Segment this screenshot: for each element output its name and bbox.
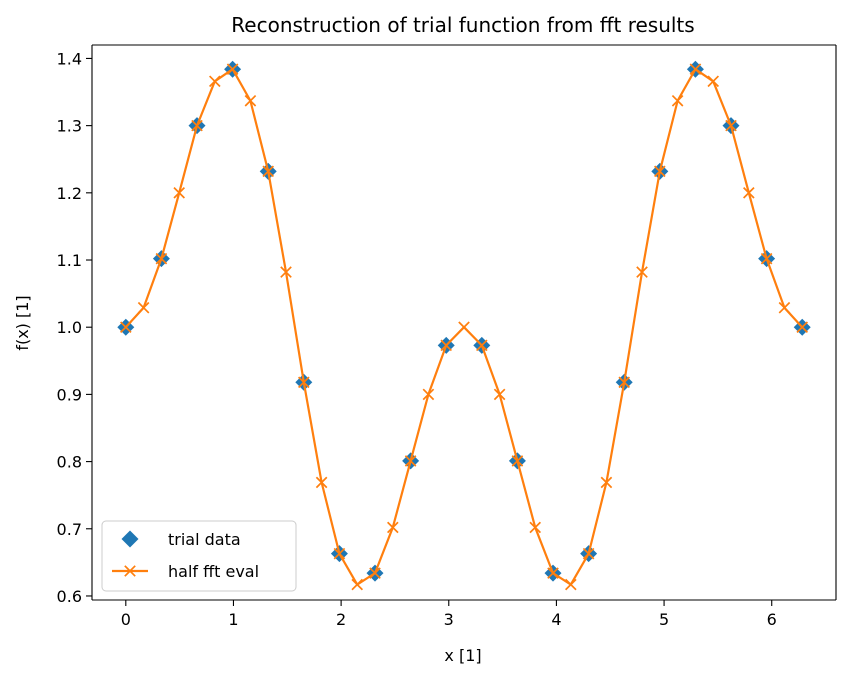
data-point-half-fft-eval: [422, 388, 435, 401]
data-point-half-fft-eval: [120, 321, 132, 334]
data-point-half-fft-eval: [529, 521, 542, 534]
data-point-half-fft-eval: [689, 63, 702, 75]
data-point-half-fft-eval: [191, 119, 203, 132]
data-point-half-fft-eval: [440, 339, 453, 352]
data-point-half-fft-eval: [315, 476, 328, 489]
data-point-half-fft-eval: [778, 301, 791, 314]
data-point-half-fft-eval: [369, 567, 381, 579]
legend-box: [101, 520, 297, 592]
data-point-half-fft-eval: [155, 252, 168, 265]
data-point-half-fft-eval: [654, 165, 666, 178]
data-point-half-fft-eval: [636, 266, 648, 278]
data-point-half-fft-eval: [404, 455, 417, 467]
x-axis-label: x [1]: [444, 646, 481, 665]
data-point-half-fft-eval: [565, 578, 577, 591]
y-tick-label: 0.8: [57, 453, 82, 472]
data-point-half-fft-eval: [743, 187, 755, 199]
y-tick-label: 1.1: [57, 251, 82, 270]
legend-label-trial-data: trial data: [168, 530, 241, 549]
data-point-half-fft-eval: [707, 75, 720, 88]
data-point-half-fft-eval: [671, 94, 684, 107]
data-point-half-fft-eval: [600, 476, 613, 489]
x-tick-label: 6: [767, 610, 777, 629]
data-point-half-fft-eval: [298, 376, 310, 389]
data-point-half-fft-eval: [547, 567, 559, 579]
y-tick-label: 1.3: [57, 117, 82, 136]
x-tick-label: 1: [228, 610, 238, 629]
data-point-half-fft-eval: [511, 455, 524, 467]
y-tick-label: 1.0: [57, 318, 82, 337]
y-tick-label: 1.4: [57, 49, 82, 68]
data-point-half-fft-eval: [760, 252, 773, 265]
data-point-half-fft-eval: [618, 376, 631, 389]
x-tick-label: 5: [659, 610, 669, 629]
data-point-half-fft-eval: [226, 63, 239, 75]
data-point-half-fft-eval: [280, 266, 292, 278]
data-point-half-fft-eval: [262, 165, 275, 178]
data-point-half-fft-eval: [476, 339, 488, 352]
data-point-half-fft-eval: [582, 547, 595, 560]
y-tick-label: 0.9: [57, 385, 82, 404]
x-tick-label: 3: [444, 610, 454, 629]
data-point-half-fft-eval: [725, 119, 737, 132]
legend-label-half-fft-eval: half fft eval: [168, 562, 259, 581]
data-point-half-fft-eval: [458, 321, 470, 334]
plot-area: 0 1 2 3 4 5 6 0.6 0.7 0.8 0.9 1.0 1.1 1.2 1.3 1.4: [57, 44, 837, 629]
x-tick-label: 2: [336, 610, 346, 629]
data-point-half-fft-eval: [173, 187, 186, 199]
legend-marker-trial-data: [121, 530, 139, 548]
data-point-half-fft-eval: [351, 578, 364, 591]
data-point-half-fft-eval: [387, 521, 399, 534]
data-point-half-fft-eval: [244, 94, 257, 107]
legend-marker-half-fft-eval: [124, 565, 136, 577]
data-point-half-fft-eval: [333, 547, 346, 560]
y-tick-label: 1.2: [57, 184, 82, 203]
chart-title: Reconstruction of trial function from ff…: [231, 13, 694, 37]
x-tick-label: 4: [551, 610, 561, 629]
x-tick-label: 0: [121, 610, 131, 629]
legend: trial data half fft eval: [101, 520, 297, 592]
data-point-half-fft-eval: [796, 321, 809, 334]
data-point-half-fft-eval: [137, 301, 150, 314]
data-point-half-fft-eval: [493, 388, 506, 401]
data-point-half-fft-eval: [208, 75, 221, 88]
y-tick-label: 0.7: [57, 520, 82, 539]
y-axis-label: f(x) [1]: [13, 295, 32, 350]
y-tick-label: 0.6: [57, 587, 82, 606]
